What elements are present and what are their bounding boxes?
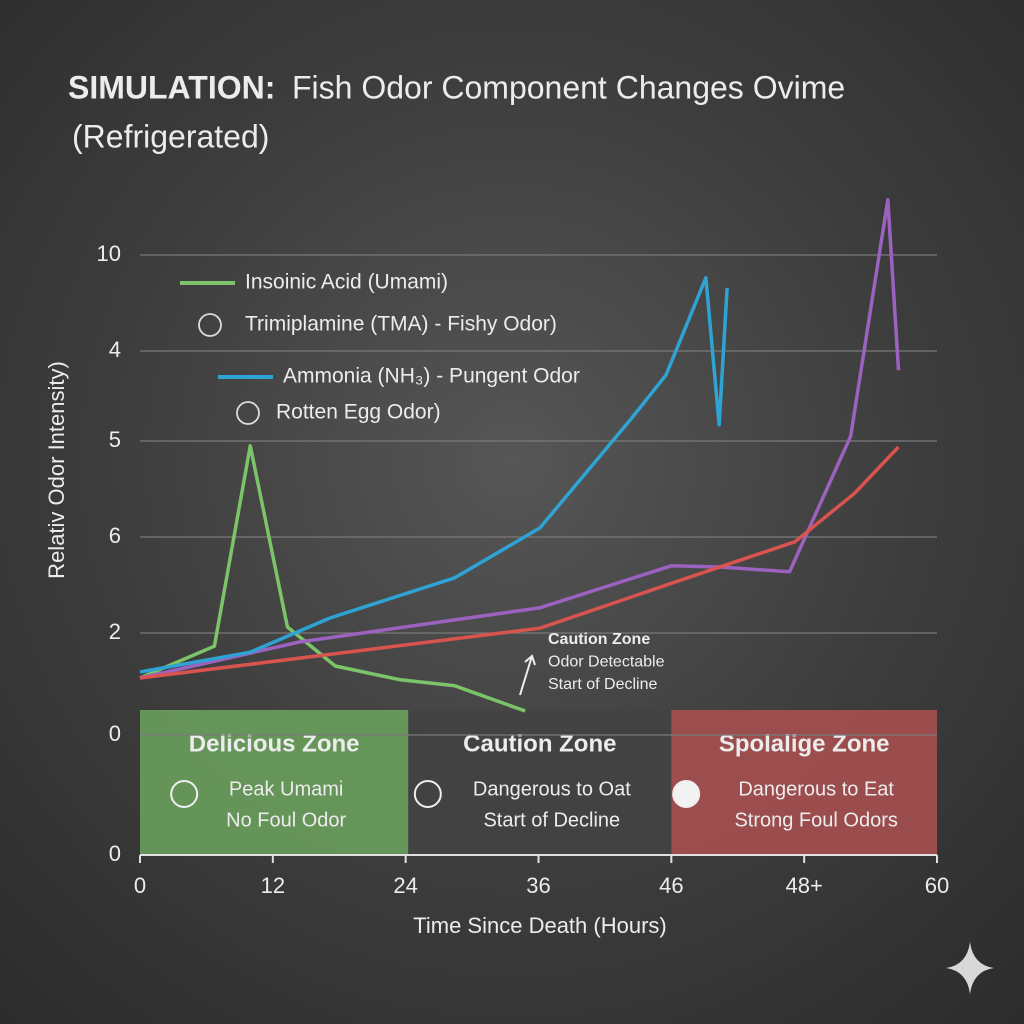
y-tick-label: 10 xyxy=(97,241,121,266)
legend-icon xyxy=(198,313,222,337)
zone-line: Start of Decline xyxy=(483,809,620,831)
x-tick-label: 36 xyxy=(526,873,550,898)
x-tick-label: 48+ xyxy=(786,873,823,898)
zone-icon xyxy=(170,780,199,808)
y-tick-label: 2 xyxy=(109,619,121,644)
sparkle-icon xyxy=(946,942,994,994)
zone-line: Peak Umami xyxy=(229,778,343,800)
zone xyxy=(408,710,672,855)
legend-label: Insoinic Acid (Umami) xyxy=(245,271,448,294)
annotation-text: Start of Decline xyxy=(548,676,657,693)
annotation-text: Odor Detectable xyxy=(548,654,665,671)
legend-label: Trimiplamine (TMA) - Fishy Odor) xyxy=(245,313,557,336)
y-axis-label: Relativ Odor Intensity) xyxy=(44,361,69,579)
series-line xyxy=(139,276,729,674)
y-tick-label: 0 xyxy=(109,841,121,866)
x-tick-label: 46 xyxy=(659,873,683,898)
series-line xyxy=(139,444,526,713)
zone-line: Strong Foul Odors xyxy=(734,809,897,831)
zone-line: No Foul Odor xyxy=(226,809,346,831)
x-tick-label: 24 xyxy=(393,873,417,898)
legend-label: Rotten Egg Odor) xyxy=(276,401,441,424)
y-tick-label: 4 xyxy=(109,337,121,362)
y-tick-label: 0 xyxy=(109,721,121,746)
x-tick-label: 0 xyxy=(134,873,146,898)
x-tick-label: 12 xyxy=(261,873,285,898)
zone-line: Dangerous to Oat xyxy=(473,778,631,800)
legend-icon xyxy=(236,401,260,425)
zone-line: Dangerous to Eat xyxy=(738,778,894,800)
zone xyxy=(140,710,409,855)
chart-title: Fish Odor Component Changes Ovime xyxy=(292,69,845,105)
annotation-arrow xyxy=(519,654,536,696)
y-tick-label: 6 xyxy=(109,523,121,548)
x-tick-label: 60 xyxy=(925,873,949,898)
zone-icon xyxy=(413,780,442,808)
chart-title-lead: SIMULATION: xyxy=(68,69,275,105)
series-line xyxy=(139,445,900,680)
x-axis-label: Time Since Death (Hours) xyxy=(413,913,666,938)
zone xyxy=(671,710,937,855)
y-tick-label: 5 xyxy=(109,427,121,452)
legend-label: Ammonia (NH₃) - Pungent Odor xyxy=(283,365,580,388)
chart-subtitle: (Refrigerated) xyxy=(72,118,269,154)
annotation-text: Caution Zone xyxy=(548,631,650,648)
zone-icon xyxy=(672,780,701,808)
